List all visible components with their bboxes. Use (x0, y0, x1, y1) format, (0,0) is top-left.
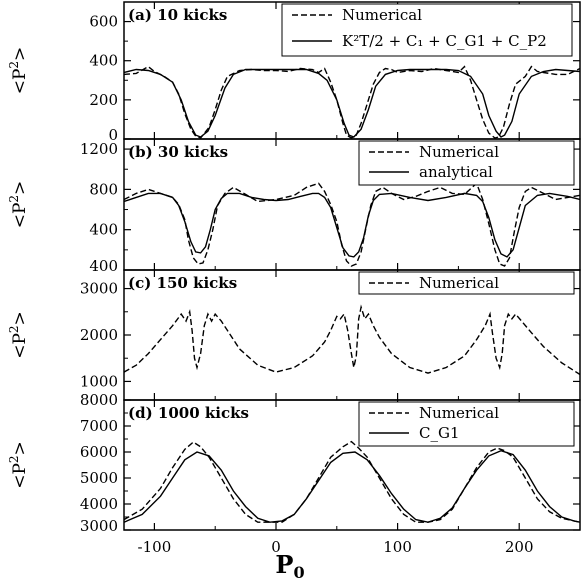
legend-label: K²T/2 + C₁ + C_G1 + C_P2 (342, 32, 547, 50)
legend-box (358, 140, 575, 186)
y-tick-label: 4000 (80, 495, 118, 513)
y-tick-label: 1000 (80, 372, 118, 390)
legend-label: Numerical (419, 274, 499, 292)
y-tick-label: 3000 (80, 517, 118, 535)
legend-label: Numerical (419, 143, 499, 161)
y-axis-label: <P2> (7, 441, 30, 489)
panel-2: 400 800 1200 400 (b) 30 kicks Numerical analyt… (80, 138, 581, 275)
y-axis-label-superscript: 2 (7, 195, 21, 203)
x-axis-label: P0 (275, 550, 304, 580)
y-tick-label: 200 (89, 91, 118, 109)
legend: Numerical analytical (358, 140, 575, 186)
legend-label: C_G1 (419, 424, 460, 442)
legend-label: Numerical (342, 6, 422, 24)
series-line-fit (124, 192, 580, 258)
legend: Numerical (358, 271, 575, 295)
y-axis-label-main: <P (10, 463, 30, 489)
y-axis-label-main: <P (10, 69, 30, 95)
legend: Numerical K²T/2 + C₁ + C_G1 + C_P2 (281, 3, 573, 57)
y-axis-label: <P2> (7, 181, 30, 229)
y-axis-label-superscript: 2 (7, 455, 21, 463)
series-line-numerical (124, 304, 580, 376)
series-line-fit (124, 449, 580, 523)
legend-box (281, 3, 573, 57)
y-tick-label: 1200 (80, 140, 118, 158)
series-line-fit (124, 68, 580, 138)
y-tick-label: 8000 (80, 391, 118, 409)
panel-title: (b) 30 kicks (128, 143, 228, 161)
series-line-numerical (124, 65, 580, 139)
y-axis-label-end: > (10, 311, 30, 325)
series-line-numerical (124, 182, 580, 267)
x-tick-label: 200 (505, 538, 534, 556)
x-tick-label: -100 (138, 538, 172, 556)
y-axis-label: <P2> (7, 47, 30, 95)
y-tick-label: 6000 (80, 443, 118, 461)
y-tick-label: 5000 (80, 469, 118, 487)
legend-box (358, 401, 575, 447)
panel-4: 3000 4000 5000 6000 7000 8000 (d) 1000 kicks Nu… (80, 391, 581, 535)
panel-3: 1000 2000 3000 (c) 150 kicks Numerical (80, 269, 581, 401)
panel-title: (c) 150 kicks (128, 274, 237, 292)
y-axis-label-end: > (10, 181, 30, 195)
x-tick-label: 0 (271, 538, 281, 556)
y-axis-label: <P2> (7, 311, 30, 359)
y-tick-label: 800 (89, 180, 118, 198)
y-tick-label: 2000 (80, 326, 118, 344)
y-axis-label-end: > (10, 441, 30, 455)
y-tick-label: 0 (108, 126, 118, 144)
panel-title: (d) 1000 kicks (128, 404, 249, 422)
y-axis-label-main: <P (10, 333, 30, 359)
y-tick-label: 600 (89, 13, 118, 31)
legend-box (358, 271, 575, 295)
x-tick-label: 100 (383, 538, 412, 556)
y-tick-label: 400 (89, 221, 118, 239)
x-axis-label-subscript: 0 (293, 563, 304, 580)
y-tick-label: 7000 (80, 417, 118, 435)
panel-1: 0 200 400 600 (a) 10 kicks Numerical K²T/2 + C… (89, 1, 581, 144)
legend-label: analytical (419, 163, 493, 181)
y-axis-label-superscript: 2 (7, 325, 21, 333)
y-tick-label: 400 (89, 52, 118, 70)
panel-title: (a) 10 kicks (128, 6, 227, 24)
legend: Numerical C_G1 (358, 401, 575, 447)
legend-label: Numerical (419, 404, 499, 422)
y-tick-label: 400 (89, 257, 118, 275)
y-axis-label-main: <P (10, 203, 30, 229)
y-tick-label: 3000 (80, 280, 118, 298)
y-axis-label-superscript: 2 (7, 61, 21, 69)
y-axis-label-end: > (10, 47, 30, 61)
